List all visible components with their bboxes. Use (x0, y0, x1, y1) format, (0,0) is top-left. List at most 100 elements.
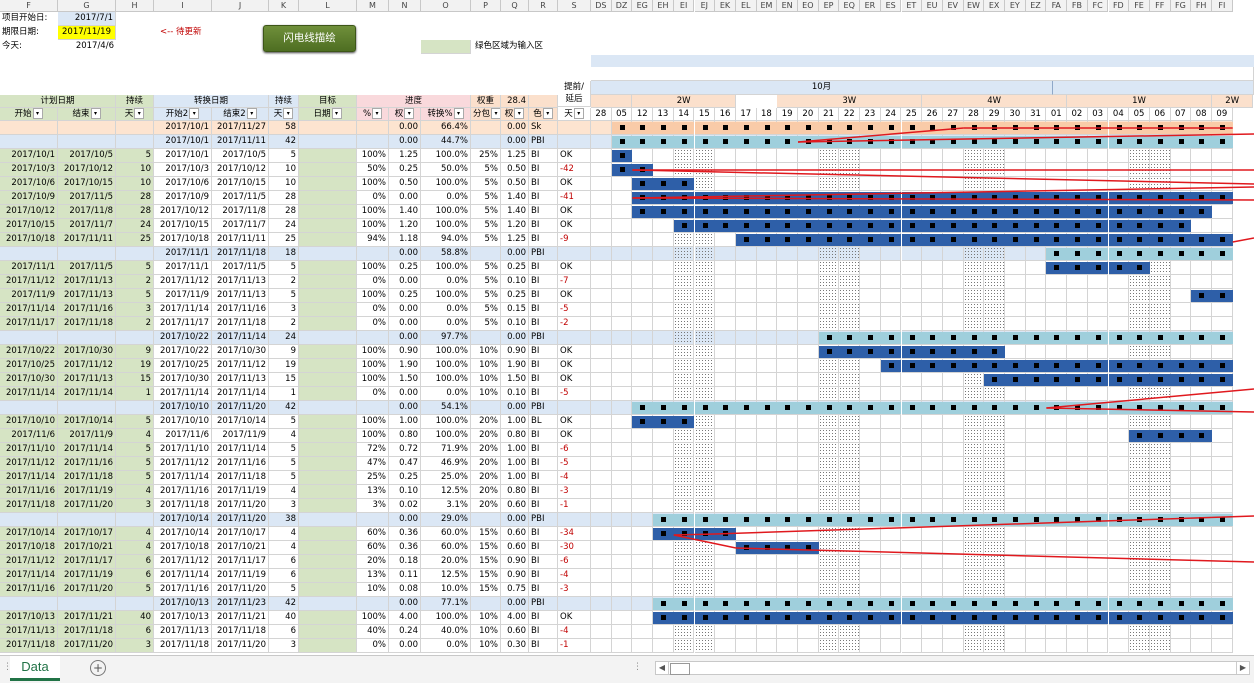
column-header-DZ[interactable]: DZ (611, 0, 633, 12)
row-1-J[interactable]: 2017/11/27 (212, 121, 269, 135)
row-1-N[interactable]: 0.00 (389, 121, 421, 135)
scroll-split-icon[interactable]: ⋮ (633, 662, 643, 672)
column-header-EJ[interactable]: EJ (694, 0, 716, 12)
column-header-FC[interactable]: FC (1087, 0, 1109, 12)
filter-dropdown-icon[interactable]: ▾ (542, 108, 553, 119)
column-header-EO[interactable]: EO (798, 0, 819, 12)
filter-header-R[interactable]: 色 ▾ (529, 108, 558, 121)
filter-header-P[interactable]: 分包 ▾ (471, 108, 501, 121)
column-header-EY[interactable]: EY (1005, 0, 1026, 12)
filter-header-L[interactable]: 日期 ▾ (299, 108, 357, 121)
row-1-I[interactable]: 2017/10/1 (154, 121, 212, 135)
column-header-EN[interactable]: EN (777, 0, 798, 12)
column-header-EH[interactable]: EH (653, 0, 674, 12)
start-date-value[interactable]: 2017/7/1 (58, 12, 116, 26)
column-header-L[interactable]: L (299, 0, 357, 12)
column-header-J[interactable]: J (212, 0, 269, 12)
column-header-DS[interactable]: DS (591, 0, 612, 12)
filter-dropdown-icon[interactable]: ▾ (283, 108, 294, 119)
filter-header-K[interactable]: 天 ▾ (269, 108, 299, 121)
column-header-EX[interactable]: EX (984, 0, 1005, 12)
filter-dropdown-icon[interactable]: ▾ (189, 108, 200, 119)
column-header-FF[interactable]: FF (1149, 0, 1171, 12)
row-1-H[interactable] (116, 121, 154, 135)
column-header-FB[interactable]: FB (1067, 0, 1088, 12)
column-header-ES[interactable]: ES (880, 0, 902, 12)
column-header-EW[interactable]: EW (963, 0, 985, 12)
column-header-N[interactable]: N (389, 0, 421, 12)
column-header-F[interactable]: F (0, 0, 58, 12)
filter-header-H[interactable]: 天 ▾ (116, 108, 154, 121)
filter-header-F[interactable]: 开始 ▾ (0, 108, 58, 121)
column-header-Q[interactable]: Q (501, 0, 529, 12)
column-header-K[interactable]: K (269, 0, 299, 12)
filter-dropdown-icon[interactable]: ▾ (372, 108, 383, 119)
filter-dropdown-icon[interactable]: ▾ (246, 108, 257, 119)
row-1-Q[interactable]: 0.00 (501, 121, 529, 135)
column-header-P[interactable]: P (471, 0, 501, 12)
row-1-M[interactable] (357, 121, 389, 135)
deadline-date-value[interactable]: 2017/11/19 (58, 26, 116, 40)
column-header-EM[interactable]: EM (756, 0, 778, 12)
filter-dropdown-icon[interactable]: ▾ (90, 108, 101, 119)
column-header-EP[interactable]: EP (818, 0, 840, 12)
column-header-M[interactable]: M (357, 0, 389, 12)
column-header-O[interactable]: O (421, 0, 471, 12)
column-header-EQ[interactable]: EQ (839, 0, 861, 12)
column-header-FA[interactable]: FA (1046, 0, 1068, 12)
horizontal-scrollbar[interactable]: ◀ ▶ (655, 661, 1250, 675)
column-header-EI[interactable]: EI (673, 0, 695, 12)
row-1-R[interactable]: Sk (529, 121, 558, 135)
column-header-FD[interactable]: FD (1108, 0, 1130, 12)
scroll-thumb[interactable] (670, 663, 690, 675)
gantt-cell[interactable] (591, 121, 612, 135)
row-1-O[interactable]: 66.4% (421, 121, 471, 135)
filter-dropdown-icon[interactable]: ▾ (404, 108, 415, 119)
filter-header-I[interactable]: 开始2 ▾ (154, 108, 212, 121)
column-header-G[interactable]: G (58, 0, 116, 12)
column-header-EK[interactable]: EK (715, 0, 736, 12)
column-header-FI[interactable]: FI (1212, 0, 1233, 12)
lightning-line-segment (715, 515, 1254, 535)
column-header-ET[interactable]: ET (901, 0, 923, 12)
filter-header-G[interactable]: 结束 ▾ (58, 108, 116, 121)
filter-dropdown-icon[interactable]: ▾ (331, 108, 342, 119)
filter-dropdown-icon[interactable]: ▾ (134, 108, 145, 119)
filter-dropdown-icon[interactable]: ▾ (32, 108, 43, 119)
filter-header-Q[interactable]: 权 ▾ (501, 108, 529, 121)
filter-header-N[interactable]: 权 ▾ (389, 108, 421, 121)
column-header-EU[interactable]: EU (922, 0, 943, 12)
filter-dropdown-icon[interactable]: ▾ (491, 108, 500, 119)
row-1-F[interactable] (0, 121, 58, 135)
column-header-EV[interactable]: EV (942, 0, 964, 12)
spreadsheet-grid[interactable]: F G H I J K L M N O P Q R S DS DZ EG EH EI EJ EK EL EM EN EO EP EQ… (0, 0, 1254, 655)
column-header-FH[interactable]: FH (1191, 0, 1212, 12)
row-1-K[interactable]: 58 (269, 121, 299, 135)
column-header-I[interactable]: I (154, 0, 212, 12)
filter-dropdown-icon[interactable]: ▾ (573, 108, 584, 119)
filter-header-S[interactable]: 天 ▾ (558, 108, 591, 121)
filter-header-J[interactable]: 结束2 ▾ (212, 108, 269, 121)
column-header-FG[interactable]: FG (1170, 0, 1192, 12)
column-header-EZ[interactable]: EZ (1025, 0, 1047, 12)
column-header-FE[interactable]: FE (1129, 0, 1150, 12)
column-header-EG[interactable]: EG (632, 0, 654, 12)
column-header-H[interactable]: H (116, 0, 154, 12)
row-1-P[interactable] (471, 121, 501, 135)
filter-header-O[interactable]: 转换% ▾ (421, 108, 471, 121)
column-header-S[interactable]: S (558, 0, 591, 12)
scroll-right-icon[interactable]: ▶ (1236, 662, 1249, 674)
scroll-left-icon[interactable]: ◀ (656, 662, 669, 674)
filter-dropdown-icon[interactable]: ▾ (514, 108, 525, 119)
flash-line-draw-button[interactable]: 闪电线描绘 (263, 25, 356, 52)
sheet-tab-data[interactable]: Data (10, 656, 60, 681)
column-header-ER[interactable]: ER (860, 0, 881, 12)
filter-header-M[interactable]: % ▾ (357, 108, 389, 121)
row-1-S[interactable] (558, 121, 591, 135)
add-sheet-icon[interactable]: + (90, 660, 106, 676)
column-header-R[interactable]: R (529, 0, 558, 12)
filter-dropdown-icon[interactable]: ▾ (453, 108, 464, 119)
column-header-EL[interactable]: EL (735, 0, 757, 12)
row-1-L[interactable] (299, 121, 357, 135)
row-1-G[interactable] (58, 121, 116, 135)
